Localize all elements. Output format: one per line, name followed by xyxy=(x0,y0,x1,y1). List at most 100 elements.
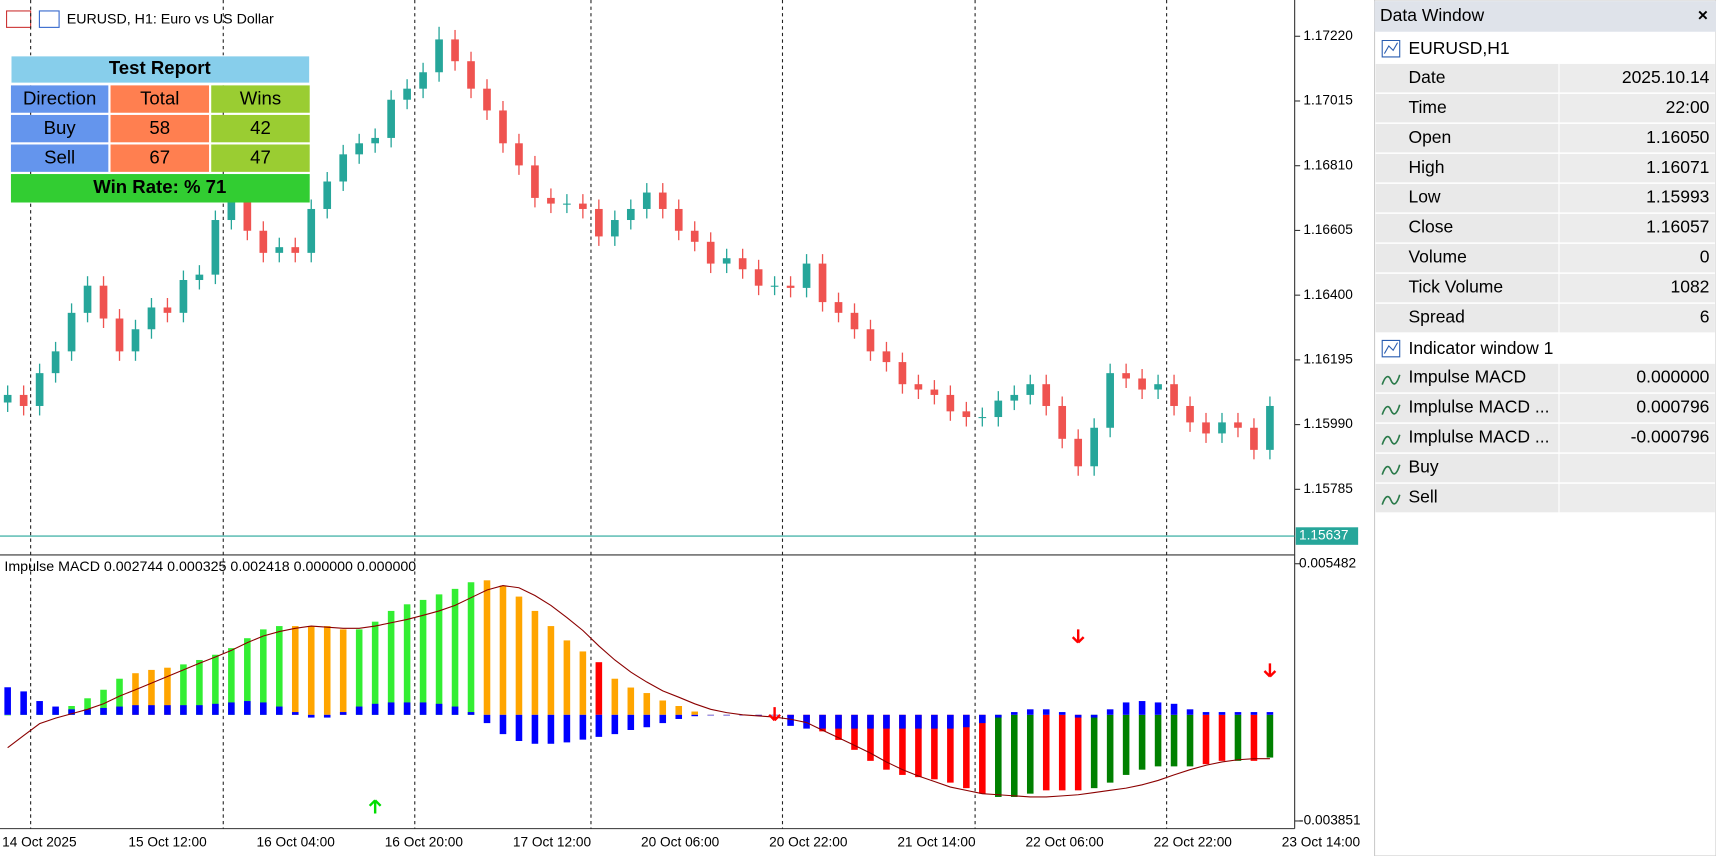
blue-bar xyxy=(1106,709,1114,715)
y-tick-label: 1.15990 xyxy=(1303,416,1353,431)
row-label-bg xyxy=(1375,483,1559,513)
row-value: 1.16050 xyxy=(1646,127,1710,147)
blue-bar xyxy=(52,706,59,715)
candle-body xyxy=(802,263,811,288)
histogram-bar xyxy=(1122,714,1130,775)
candle-body xyxy=(786,285,795,288)
blue-bar xyxy=(100,707,107,715)
blue-bar xyxy=(883,714,890,729)
histogram-bar xyxy=(244,638,251,715)
report-cell-text: 58 xyxy=(149,117,170,138)
row-value-bg xyxy=(1559,303,1715,333)
row-value: 6 xyxy=(1700,307,1710,327)
x-tick-label: 17 Oct 12:00 xyxy=(513,834,592,849)
candle-body xyxy=(499,110,507,144)
chart-icon[interactable] xyxy=(38,10,60,28)
histogram-bar xyxy=(1138,714,1146,770)
row-icon xyxy=(1381,374,1401,385)
candle-body xyxy=(579,203,587,209)
close-button[interactable]: × xyxy=(1698,5,1708,25)
histogram-bar xyxy=(100,689,107,715)
candle-body xyxy=(531,165,539,198)
histogram-bar xyxy=(196,659,203,715)
row-label-bg xyxy=(1375,243,1559,273)
row-value: 1.16071 xyxy=(1646,157,1709,177)
blue-bar xyxy=(563,714,571,743)
blue-bar xyxy=(180,705,187,715)
histogram-bar xyxy=(1090,714,1098,789)
row-value-bg xyxy=(1559,183,1715,213)
candle-body xyxy=(259,230,268,253)
signal-line xyxy=(7,585,1270,798)
blue-bar xyxy=(627,714,635,730)
row-value: 0.000000 xyxy=(1636,367,1709,387)
candle-body xyxy=(291,247,300,253)
histogram-bar xyxy=(691,711,699,715)
y-tick-label: 1.17220 xyxy=(1303,28,1353,43)
blue-bar xyxy=(1074,714,1082,718)
row-value: -0.000796 xyxy=(1631,427,1710,447)
x-tick-label: 16 Oct 04:00 xyxy=(257,834,336,849)
blue-bar xyxy=(659,714,667,724)
report-cell-text: 67 xyxy=(149,147,170,168)
blue-bar xyxy=(132,705,139,715)
histogram-bar xyxy=(419,599,427,715)
candle-body xyxy=(355,143,364,155)
row-icon xyxy=(1381,494,1401,505)
row-label: Buy xyxy=(1408,457,1438,477)
histogram-bar xyxy=(4,714,11,716)
blue-bar xyxy=(68,709,75,715)
y-tick-label: -0.003851 xyxy=(1299,813,1361,828)
blue-bar xyxy=(931,714,938,729)
candle-body xyxy=(451,39,459,62)
candle-body xyxy=(818,263,827,303)
section-name: EURUSD,H1 xyxy=(1408,38,1509,58)
candle-body xyxy=(1250,427,1258,450)
candle-body xyxy=(754,269,763,286)
blue-bar xyxy=(20,691,27,715)
blue-bar xyxy=(36,701,43,715)
candle-body xyxy=(722,258,731,264)
row-label: Volume xyxy=(1408,247,1466,267)
report-title-bg xyxy=(10,55,311,84)
section-row xyxy=(1375,33,1715,64)
blue-bar xyxy=(1186,709,1194,715)
row-label-bg xyxy=(1375,453,1559,483)
row-value-bg xyxy=(1559,153,1715,183)
chart-symbol: EURUSD, H1: Euro vs US Dollar xyxy=(67,11,274,27)
row-value: 0.000796 xyxy=(1636,397,1709,417)
candle-body xyxy=(1058,405,1067,439)
blue-bar xyxy=(979,714,986,724)
row-label-bg xyxy=(1375,273,1559,303)
row-label: Impulse MACD xyxy=(1408,367,1526,387)
histogram-bar xyxy=(947,714,954,783)
candle-body xyxy=(1010,394,1019,401)
x-tick-label: 22 Oct 22:00 xyxy=(1154,834,1233,849)
row-label: Low xyxy=(1408,187,1440,207)
histogram-bar xyxy=(851,714,858,750)
histogram-bar xyxy=(979,714,986,794)
menu-icon[interactable] xyxy=(6,10,32,28)
blue-bar xyxy=(963,714,970,728)
blue-bar xyxy=(1010,712,1018,715)
candle-body xyxy=(930,389,939,395)
blue-bar xyxy=(1234,712,1242,715)
row-label-bg xyxy=(1375,393,1559,423)
row-value: 1.15993 xyxy=(1646,187,1709,207)
row-value: 0 xyxy=(1700,247,1710,267)
blue-bar xyxy=(260,702,267,715)
histogram-bar xyxy=(180,664,187,715)
blue-bar xyxy=(1218,712,1226,715)
histogram-bar xyxy=(132,673,139,715)
report-cell xyxy=(10,85,109,113)
histogram-bar xyxy=(867,714,874,761)
candle-body xyxy=(994,400,1003,418)
candle-body xyxy=(99,285,108,319)
candle-body xyxy=(323,181,332,209)
candle-body xyxy=(978,417,987,419)
blue-bar xyxy=(1154,702,1162,715)
candle-body xyxy=(467,61,475,89)
blue-bar xyxy=(995,714,1002,718)
histogram-bar xyxy=(643,693,651,715)
blue-bar xyxy=(307,714,315,718)
